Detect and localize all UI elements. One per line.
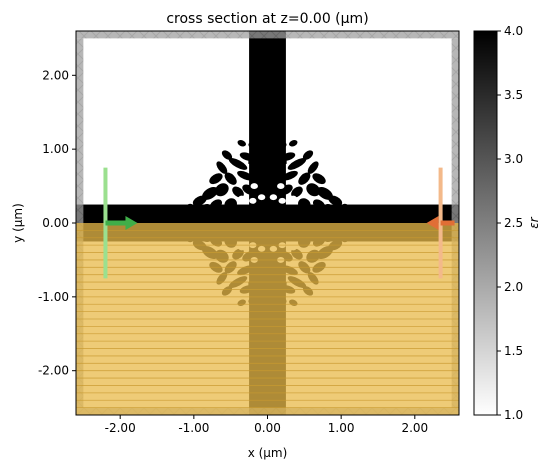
design-pixel bbox=[249, 144, 286, 154]
design-pixel bbox=[316, 187, 333, 200]
design-pixel bbox=[224, 198, 237, 211]
colorbar-tick-label: 2.5 bbox=[504, 216, 523, 230]
design-pixel bbox=[199, 203, 211, 213]
design-pixel bbox=[291, 186, 303, 198]
colorbar-tick-label: 3.0 bbox=[504, 152, 523, 166]
x-tick-label: -1.00 bbox=[178, 421, 209, 435]
design-pixel bbox=[274, 141, 287, 150]
design-pixel bbox=[298, 198, 311, 211]
x-axis-label: x (μm) bbox=[248, 446, 288, 460]
design-hole bbox=[250, 183, 258, 190]
design-pixel bbox=[202, 187, 219, 200]
design-pixel bbox=[281, 152, 296, 161]
design-pixel bbox=[216, 161, 228, 174]
colorbar-tick-label: 4.0 bbox=[504, 24, 523, 38]
y-tick-label: 2.00 bbox=[42, 68, 69, 82]
x-axis: -2.00 -1.00 0.00 1.00 2.00 bbox=[105, 415, 428, 435]
x-tick-label: -2.00 bbox=[105, 421, 136, 435]
overlay-layer bbox=[76, 31, 459, 415]
design-pixel bbox=[289, 140, 298, 147]
x-tick-label: 1.00 bbox=[328, 421, 355, 435]
x-tick-label: 0.00 bbox=[254, 421, 281, 435]
design-pixel bbox=[248, 155, 287, 164]
design-pixel bbox=[312, 173, 326, 185]
design-pixel bbox=[270, 172, 283, 182]
design-pixel bbox=[214, 183, 229, 197]
design-pixel bbox=[298, 172, 311, 185]
design-pixel bbox=[221, 150, 233, 160]
colorbar-tick-label: 1.5 bbox=[504, 344, 523, 358]
y-axis: 2.00 1.00 0.00 -1.00 -2.00 bbox=[38, 68, 76, 378]
design-pixel bbox=[192, 195, 207, 207]
design-hole bbox=[269, 194, 278, 201]
chart-title: cross section at z=0.00 (μm) bbox=[166, 11, 368, 27]
y-tick-label: 0.00 bbox=[42, 216, 69, 230]
pml-top bbox=[76, 31, 459, 39]
design-pixel bbox=[252, 172, 265, 182]
design-pixel bbox=[237, 140, 246, 147]
symmetry-hatch bbox=[76, 229, 459, 409]
design-pixel bbox=[224, 172, 237, 185]
y-axis-label: y (μm) bbox=[11, 203, 25, 243]
design-pixel bbox=[251, 165, 284, 175]
design-hole bbox=[289, 195, 297, 202]
design-pixel bbox=[209, 199, 223, 210]
design-pixel bbox=[307, 161, 319, 174]
design-pixel bbox=[237, 170, 254, 181]
design-hole bbox=[277, 183, 285, 190]
design-pixel bbox=[324, 203, 336, 213]
design-hole bbox=[257, 194, 266, 201]
y-tick-label: -2.00 bbox=[38, 364, 69, 378]
design-pixel bbox=[340, 203, 350, 213]
colorbar-label: εr bbox=[527, 216, 541, 228]
colorbar: 1.0 1.5 2.0 2.5 3.0 3.5 4.0 εr bbox=[473, 24, 541, 422]
y-tick-label: -1.00 bbox=[38, 290, 69, 304]
y-tick-label: 1.00 bbox=[42, 142, 69, 156]
design-pixel bbox=[302, 150, 314, 160]
design-pixel bbox=[185, 203, 195, 213]
x-tick-label: 2.00 bbox=[401, 421, 428, 435]
design-pixel bbox=[228, 158, 248, 170]
design-pixel bbox=[209, 173, 223, 185]
colorbar-tick-label: 1.0 bbox=[504, 408, 523, 422]
design-hole bbox=[249, 197, 257, 204]
design-pixel bbox=[254, 135, 281, 145]
source-arrow-head bbox=[125, 216, 138, 230]
design-pixel bbox=[257, 127, 278, 136]
design-pixel bbox=[287, 158, 307, 170]
colorbar-tick-label: 2.0 bbox=[504, 280, 523, 294]
design-hole bbox=[238, 195, 246, 202]
design-pixel bbox=[281, 170, 298, 181]
design-pixel bbox=[312, 199, 326, 210]
design-pixel bbox=[306, 183, 321, 197]
colorbar-ticks: 1.0 1.5 2.0 2.5 3.0 3.5 4.0 bbox=[497, 24, 523, 422]
plot-area bbox=[75, 30, 460, 416]
design-hole bbox=[278, 197, 286, 204]
colorbar-gradient bbox=[473, 30, 498, 416]
monitor-arrow-head bbox=[426, 216, 439, 230]
design-pixel bbox=[239, 152, 254, 161]
design-pixel bbox=[248, 141, 261, 150]
design-pixel bbox=[254, 177, 281, 187]
design-pixel bbox=[328, 195, 343, 207]
colorbar-tick-label: 3.5 bbox=[504, 88, 523, 102]
design-pixel bbox=[232, 186, 244, 198]
